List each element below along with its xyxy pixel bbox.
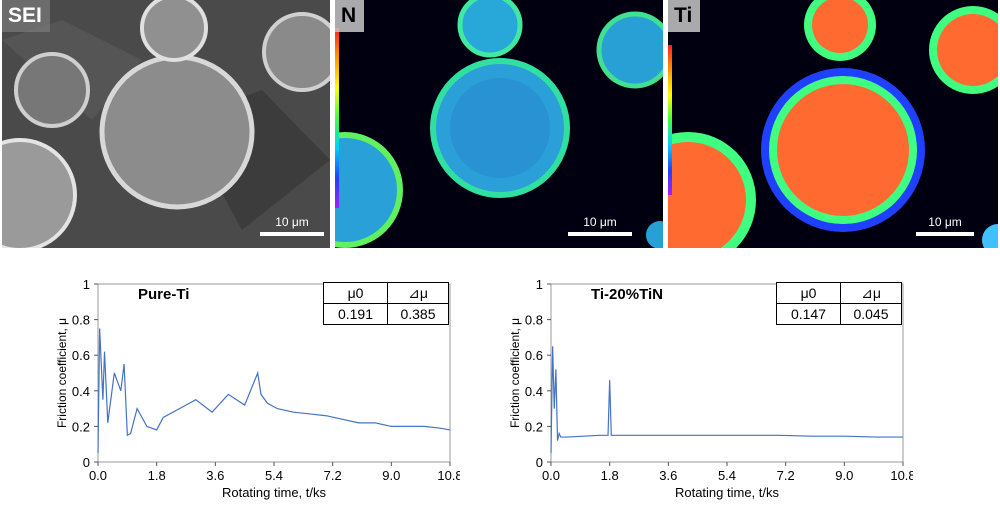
x-tick-label: 10.8: [437, 468, 460, 483]
x-tick-label: 10.8: [890, 468, 913, 483]
x-tick-label: 0.0: [542, 468, 560, 483]
sei-micrograph: SEI 10 μm: [2, 0, 330, 248]
ti-map: Ti 10 μm: [668, 0, 998, 248]
x-tick-label: 7.2: [324, 468, 342, 483]
ti-scale-bar: [916, 232, 974, 236]
sei-label: SEI: [2, 0, 50, 32]
y-tick-label: 0.8: [525, 313, 543, 328]
ti-scale-text: 10 μm: [928, 215, 962, 229]
x-tick-label: 9.0: [835, 468, 853, 483]
friction-chart-pure-ti: 0 0.2 0.4 0.6 0.8 1 0.0 1.8 3.6 5.4 7.2 9.0 10.8 Rota…: [40, 262, 463, 504]
y-tick-label: 0.6: [72, 348, 90, 363]
y-tick-label: 0.6: [525, 348, 543, 363]
chart-title: Pure-Ti: [138, 286, 190, 303]
x-axis-label: Rotating time, t/ks: [675, 485, 780, 500]
x-tick-label: 5.4: [265, 468, 283, 483]
x-tick-label: 3.6: [659, 468, 677, 483]
n-scale-text: 10 μm: [583, 215, 617, 229]
x-tick-label: 1.8: [148, 468, 166, 483]
sei-scale-bar: [260, 232, 324, 236]
y-tick-label: 1: [83, 277, 90, 292]
x-tick-label: 7.2: [777, 468, 795, 483]
x-tick-label: 5.4: [718, 468, 736, 483]
y-tick-label: 0.2: [72, 419, 90, 434]
friction-table: μ0 ⊿μ 0.191 0.385: [323, 282, 449, 325]
friction-chart-svg: 0 0.2 0.4 0.6 0.8 1 0.0 1.8 3.6 5.4 7.2 9.0 10.8 Rota…: [55, 277, 463, 500]
x-tick-label: 0.0: [89, 468, 107, 483]
x-tick-label: 1.8: [601, 468, 619, 483]
ti-colorbar: [668, 45, 672, 195]
x-axis-label: Rotating time, t/ks: [222, 485, 327, 500]
sei-image: [2, 0, 330, 248]
y-tick-label: 0: [83, 455, 90, 470]
table-value-dmu: 0.045: [840, 303, 902, 325]
n-map-image: [335, 0, 663, 248]
table-value-dmu: 0.385: [387, 303, 449, 325]
y-axis-label: Friction coefficient, μ: [55, 318, 69, 428]
friction-chart-svg: 0 0.2 0.4 0.6 0.8 1 0.0 1.8 3.6 5.4 7.2 9.0 10.8 Rota…: [508, 277, 916, 500]
table-header-mu0: μ0: [323, 282, 388, 304]
friction-chart-ti-20tin: 0 0.2 0.4 0.6 0.8 1 0.0 1.8 3.6 5.4 7.2 9.0 10.8 Rota…: [493, 262, 916, 504]
friction-series-line: [97, 328, 451, 454]
table-header-dmu: ⊿μ: [387, 282, 449, 304]
n-scale-bar: [568, 232, 632, 236]
table-value-mu0: 0.147: [776, 303, 841, 325]
table-header-dmu: ⊿μ: [840, 282, 902, 304]
n-map: N 10 μm: [335, 0, 663, 248]
x-tick-label: 3.6: [206, 468, 224, 483]
n-colorbar: [335, 28, 339, 208]
friction-table: μ0 ⊿μ 0.147 0.045: [776, 282, 902, 325]
table-header-mu0: μ0: [776, 282, 841, 304]
y-tick-label: 0.4: [72, 384, 90, 399]
ti-map-image: [668, 0, 998, 248]
x-tick-label: 9.0: [382, 468, 400, 483]
y-tick-label: 0.8: [72, 313, 90, 328]
table-value-mu0: 0.191: [323, 303, 388, 325]
y-tick-label: 0.2: [525, 419, 543, 434]
y-tick-label: 0.4: [525, 384, 543, 399]
ti-label: Ti: [668, 0, 701, 32]
friction-series-line: [550, 346, 903, 454]
sei-scale-text: 10 μm: [275, 215, 309, 229]
n-label: N: [335, 0, 365, 32]
chart-title: Ti-20%TiN: [591, 286, 663, 303]
y-tick-label: 0: [536, 455, 543, 470]
y-tick-label: 1: [536, 277, 543, 292]
y-axis-label: Friction coefficient, μ: [508, 318, 522, 428]
